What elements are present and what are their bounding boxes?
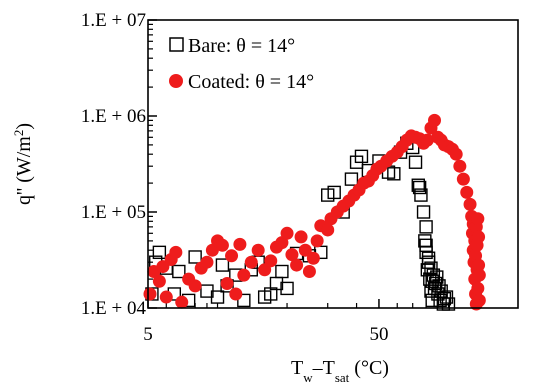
data-point-coated [298,243,312,257]
data-point-bare [416,205,431,219]
data-point-bare [424,284,438,298]
y-axis-title-main: q'' (W/m [13,136,35,205]
data-point-coated [420,133,434,147]
data-point-coated [456,172,470,186]
x-tick-label: 5 [143,324,153,345]
data-point-coated [251,243,265,257]
x-tick-label: 50 [369,324,388,345]
data-point-coated [321,223,335,237]
x-axis-title-sub2: sat [335,370,350,384]
legend-label-bare: Bare: θ = 14° [188,35,295,57]
data-point-bare [419,220,433,234]
legend-marker-bare [169,37,184,52]
data-point-coated [188,279,202,293]
series-coated [143,113,486,311]
data-point-bare [408,155,423,169]
data-point-coated [285,248,299,262]
data-point-bare [237,293,251,308]
data-point-bare [414,188,428,202]
y-axis-title: q'' (W/m2) [11,123,36,205]
data-point-bare [434,284,448,298]
data-point-bare [430,270,444,284]
data-point-bare [152,245,167,260]
data-point-coated [453,159,467,173]
data-point-coated [264,254,278,268]
legend-marker-coated [169,74,183,88]
data-point-coated [310,234,324,248]
data-point-coated [306,251,320,265]
data-point-coated [472,293,486,307]
x-axis-title-dash: –T [312,357,335,379]
data-point-bare [354,149,369,164]
plot-frame [147,19,519,309]
y-tick-label: 1.E + 05 [81,202,146,223]
y-axis-title-sup: 2 [11,130,26,137]
data-point-coated [215,238,229,252]
data-point-bare [387,167,401,181]
data-point-coated [471,281,485,295]
data-point-coated [449,147,463,161]
y-tick-label: 1.E + 06 [81,106,146,127]
data-point-coated [237,268,251,282]
data-point-bare [172,264,186,279]
data-point-coated [244,255,258,269]
data-point-bare [412,180,427,195]
data-point-bare [419,238,433,252]
data-point-bare [215,258,230,272]
data-point-coated [225,249,239,263]
data-point-bare [210,290,225,304]
data-point-bare [344,172,359,186]
data-point-bare [327,185,341,200]
data-point-bare [437,291,452,306]
data-point-coated [472,258,486,272]
y-tick-label: 1.E + 04 [81,298,147,319]
data-point-coated [471,212,485,226]
data-point-coated [229,287,243,301]
data-point-coated [280,226,294,240]
data-point-coated [169,245,183,259]
data-point-bare [421,251,436,265]
series-layer [143,113,486,311]
x-axis-title-unit: (°C) [349,357,389,379]
data-point-coated [290,258,304,272]
data-point-coated [143,287,157,301]
data-point-bare [188,250,202,264]
data-point-coated [428,113,442,127]
data-point-coated [175,295,189,309]
y-axis-title-close: ) [13,123,35,130]
data-point-coated [472,230,486,244]
data-point-coated [460,185,474,199]
data-point-coated [159,290,173,304]
data-point-bare [411,178,425,192]
x-axis-title-main: T [291,357,303,379]
x-axis-title: Tw–Tsat (°C) [291,357,389,384]
data-point-coated [463,197,477,211]
data-point-coated [200,255,214,269]
data-point-coated [220,276,234,290]
legend-label-coated: Coated: θ = 14° [188,71,314,93]
data-point-coated [472,268,486,282]
data-point-coated [233,237,247,251]
y-tick-label: 1.E + 07 [81,10,146,31]
data-point-bare [425,274,439,288]
data-point-coated [302,264,316,278]
x-axis-title-sub1: w [303,370,313,384]
data-point-bare [280,281,294,296]
data-point-coated [152,274,166,288]
ticks-layer: 1.E + 04 1.E + 05 1.E + 06 1.E + 07 5 50 [81,10,450,345]
data-point-bare [275,264,289,279]
data-point-coated [294,230,308,244]
data-point-bare [432,279,446,293]
legend: Bare: θ = 14° Coated: θ = 14° [169,35,314,93]
